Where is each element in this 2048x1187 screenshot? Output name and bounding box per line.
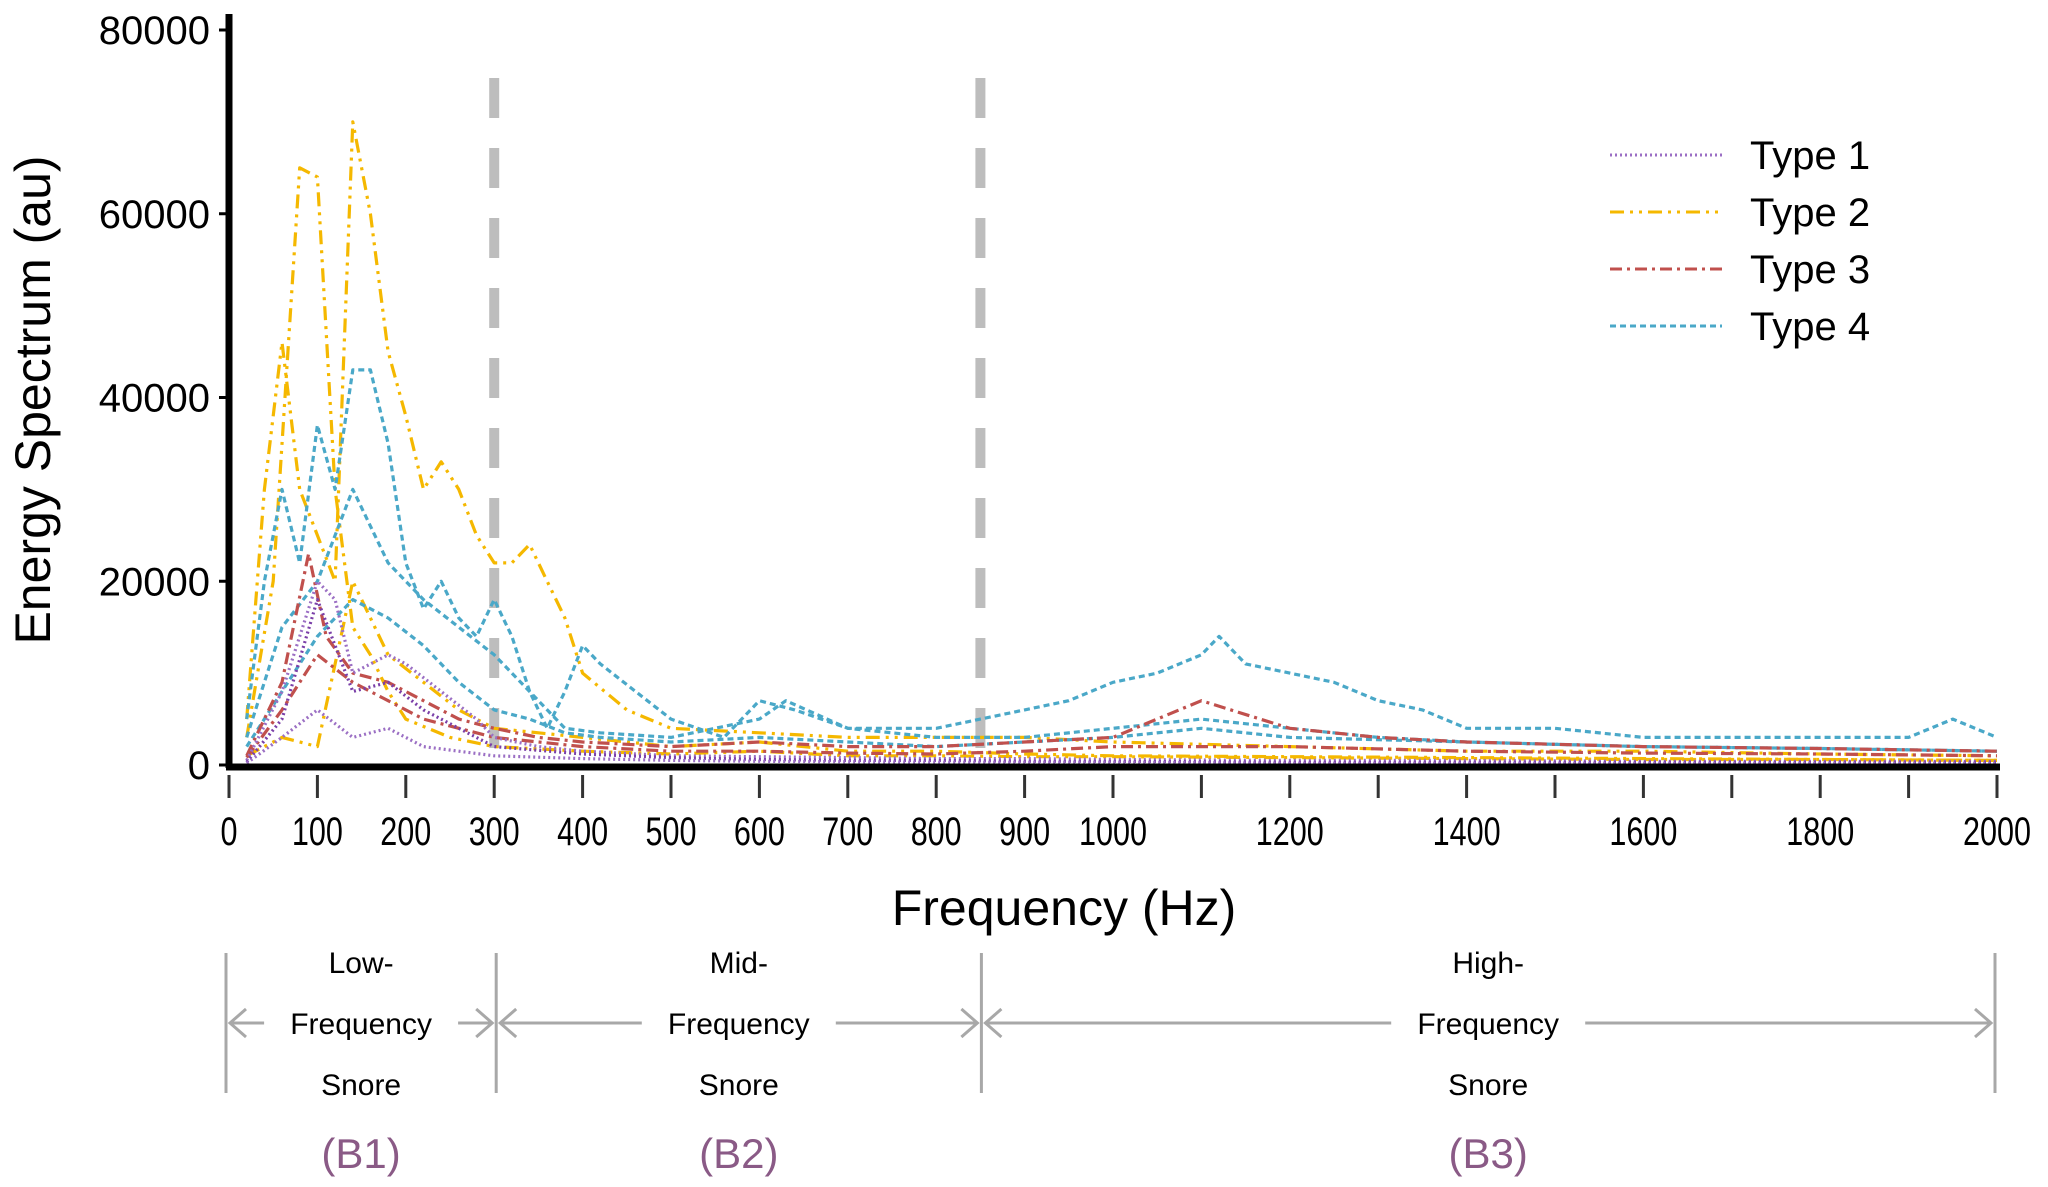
x-tick-label: 100 [292,810,343,854]
legend-label: Type 2 [1750,191,1870,235]
x-tick-label: 200 [380,810,431,854]
x-tick-label: 1800 [1786,810,1854,854]
band-code-label: (B2) [699,1130,778,1177]
x-tick-label: 1600 [1609,810,1677,854]
x-tick-label: 0 [221,810,238,854]
band-boundary-lines [489,78,986,765]
band-label-line: Low- [329,947,394,980]
x-tick-label: 1200 [1256,810,1324,854]
x-tick-label: 900 [999,810,1050,854]
x-tick-label: 700 [822,810,873,854]
x-tick-label: 1400 [1433,810,1501,854]
y-axis-title: Energy Spectrum (au) [5,155,61,644]
y-tick-label: 80000 [99,9,210,53]
band-label-line: Snore [699,1069,779,1102]
y-ticks: 0 20000 40000 60000 80000 [99,9,229,788]
band-code-label: (B3) [1449,1130,1528,1177]
band-label-line: Frequency [290,1008,432,1041]
x-tick-label: 2000 [1963,810,2031,854]
y-tick-label: 0 [188,744,210,788]
band-label-line: Frequency [1417,1008,1559,1041]
legend-label: Type 4 [1750,305,1870,349]
axes [225,14,2000,771]
band-code-label: (B1) [321,1130,400,1177]
series-line-type-2 [245,120,1998,758]
legend-label: Type 3 [1750,248,1870,292]
band-label-line: Snore [1448,1069,1528,1102]
series-line-type-1 [245,708,1997,765]
band-label-line: Frequency [668,1008,810,1041]
frequency-bands: Low- Frequency Snore (B1) Mid- Frequency Snore… [224,947,1997,1177]
legend-label: Type 1 [1750,134,1870,178]
series-line-type-4 [245,368,1998,739]
x-tick-label: 300 [469,810,520,854]
band-label-line: Snore [321,1069,401,1102]
y-tick-label: 40000 [99,377,210,421]
series-line-type-4 [245,598,1998,753]
arrowhead-left-icon [227,1007,247,1039]
band-label-line: High- [1452,947,1524,980]
series-lines [245,120,1998,765]
series-line-type-1 [245,598,1997,764]
y-tick-label: 20000 [99,560,210,604]
series-line-type-3 [245,653,1998,759]
arrowhead-left-icon [983,1007,1003,1039]
x-tick-label: 400 [557,810,608,854]
legend: Type 1 Type 2 Type 3 Type 4 [1610,134,1870,349]
series-line-type-4 [245,487,1998,753]
x-tick-label: 1000 [1079,810,1147,854]
series-line-type-2 [245,166,1998,762]
x-tick-label: 800 [911,810,962,854]
x-tick-label: 600 [734,810,785,854]
arrowhead-left-icon [497,1007,518,1039]
x-axis-title: Frequency (Hz) [892,880,1237,936]
arrowhead-right-icon [475,1007,495,1039]
arrowhead-right-icon [1974,1007,1994,1039]
band-label-line: Mid- [710,947,768,980]
x-ticks: 0 100 200 300 400 500 600 700 800 900 1000 1200 1400… [221,775,2031,854]
y-tick-label: 60000 [99,193,210,237]
x-tick-label: 500 [646,810,697,854]
series-line-type-3 [245,552,1998,757]
arrowhead-right-icon [960,1007,980,1039]
